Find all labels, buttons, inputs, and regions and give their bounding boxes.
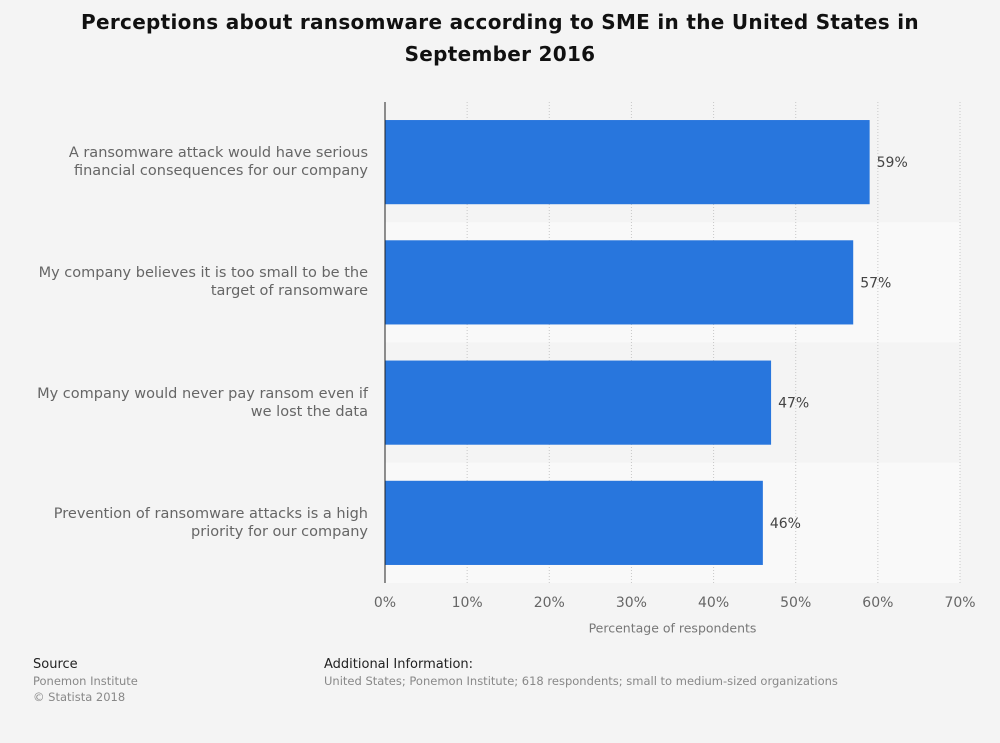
x-tick-label: 0%	[374, 595, 396, 611]
bar	[385, 480, 763, 565]
x-tick-label: 40%	[698, 595, 729, 611]
source: Source Ponemon Institute © Statista 2018	[33, 657, 138, 705]
source-line: Ponemon Institute	[33, 674, 138, 688]
chart-title: Perceptions about ransomware according t…	[81, 10, 919, 66]
bar	[385, 120, 870, 205]
info-heading: Additional Information:	[324, 657, 474, 672]
value-label: 59%	[877, 155, 908, 171]
value-label: 47%	[778, 396, 809, 412]
y-tick-label: My company believes it is too small to b…	[38, 265, 368, 300]
y-tick-label: A ransomware attack would have serious f…	[68, 145, 368, 180]
x-tick-label: 20%	[534, 595, 565, 611]
source-line: © Statista 2018	[33, 690, 126, 704]
bar	[385, 360, 772, 445]
info-text: United States; Ponemon Institute; 618 re…	[324, 674, 838, 688]
source-heading: Source	[33, 657, 78, 672]
x-tick-label: 70%	[944, 595, 975, 611]
value-label: 57%	[860, 275, 891, 291]
value-label: 46%	[770, 516, 801, 532]
x-tick-label: 60%	[862, 595, 893, 611]
x-axis-label: Percentage of respondents	[589, 621, 757, 636]
x-tick-label: 50%	[780, 595, 811, 611]
info: Additional Information: United States; P…	[324, 657, 838, 689]
y-tick-label: Prevention of ransomware attacks is a hi…	[53, 505, 368, 540]
bar	[385, 240, 854, 325]
y-tick-label: My company would never pay ransom even i…	[37, 385, 368, 420]
x-tick-label: 10%	[452, 595, 483, 611]
x-tick-label: 30%	[616, 595, 647, 611]
